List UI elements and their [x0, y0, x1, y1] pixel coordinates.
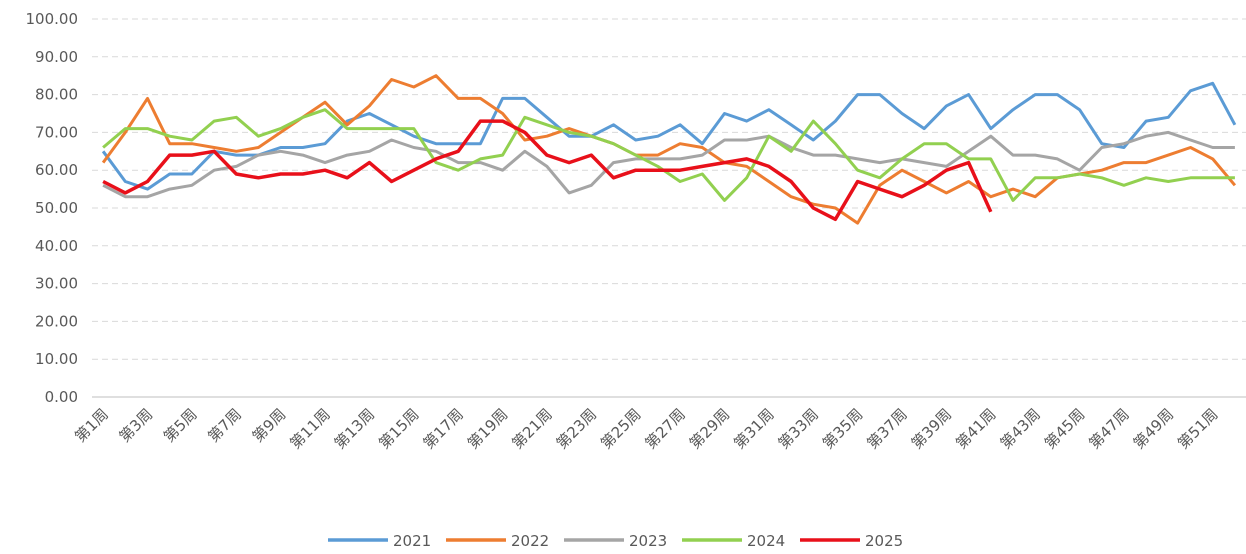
x-tick-label: 第27周 — [641, 405, 688, 452]
y-tick-label: 10.00 — [35, 350, 78, 368]
y-tick-label: 50.00 — [35, 199, 78, 217]
legend-label: 2021 — [393, 532, 431, 550]
x-tick-label: 第47周 — [1085, 405, 1132, 452]
x-tick-label: 第5周 — [160, 405, 201, 446]
y-tick-label: 0.00 — [45, 388, 78, 406]
x-tick-label: 第43周 — [997, 405, 1044, 452]
x-tick-label: 第29周 — [686, 405, 733, 452]
x-tick-label: 第13周 — [331, 405, 378, 452]
y-tick-label: 80.00 — [35, 86, 78, 104]
x-tick-label: 第9周 — [249, 405, 290, 446]
y-tick-label: 90.00 — [35, 48, 78, 66]
x-tick-label: 第3周 — [116, 405, 157, 446]
legend-label: 2024 — [747, 532, 785, 550]
x-tick-label: 第41周 — [952, 405, 999, 452]
y-tick-label: 60.00 — [35, 161, 78, 179]
y-tick-label: 100.00 — [26, 10, 79, 28]
series-line — [102, 130, 1235, 199]
x-tick-label: 第35周 — [819, 405, 866, 452]
legend-label: 2025 — [865, 532, 903, 550]
x-tick-label: 第17周 — [420, 405, 467, 452]
x-tick-label: 第23周 — [553, 405, 600, 452]
x-tick-label: 第11周 — [286, 405, 333, 452]
y-tick-label: 40.00 — [35, 237, 78, 255]
y-tick-label: 70.00 — [35, 123, 78, 141]
x-tick-label: 第15周 — [375, 405, 422, 452]
series-line — [102, 119, 993, 222]
legend-label: 2023 — [629, 532, 667, 550]
x-tick-label: 第21周 — [508, 405, 555, 452]
x-tick-label: 第19周 — [464, 405, 511, 452]
x-tick-label: 第37周 — [863, 405, 910, 452]
y-tick-label: 30.00 — [35, 275, 78, 293]
x-tick-label: 第45周 — [1041, 405, 1088, 452]
series-line — [102, 108, 1235, 202]
x-tick-label: 第51周 — [1174, 405, 1221, 452]
x-tick-label: 第7周 — [204, 405, 245, 446]
x-tick-label: 第31周 — [730, 405, 777, 452]
x-tick-label: 第49周 — [1130, 405, 1177, 452]
x-tick-label: 第39周 — [908, 405, 955, 452]
series-line — [101, 74, 1237, 225]
y-tick-label: 20.00 — [35, 312, 78, 330]
legend-label: 2022 — [511, 532, 549, 550]
x-tick-label: 第25周 — [597, 405, 644, 452]
x-tick-label: 第1周 — [71, 405, 112, 446]
x-tick-label: 第33周 — [775, 405, 822, 452]
series-line — [101, 81, 1237, 191]
